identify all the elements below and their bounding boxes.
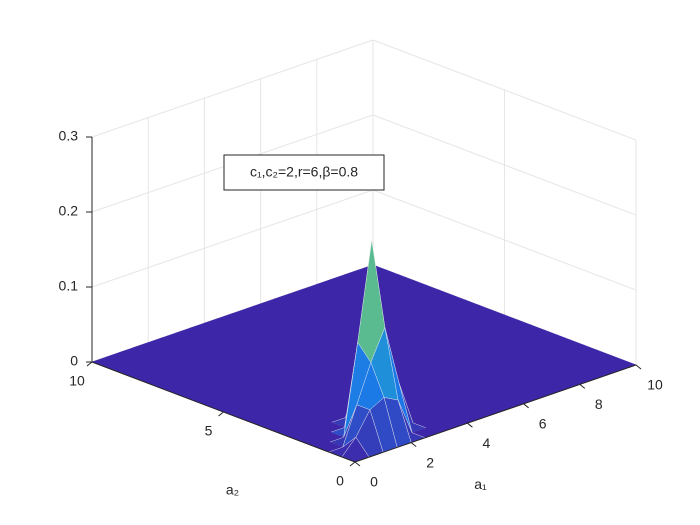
x-tick-label: 6	[539, 416, 547, 432]
grid-line	[91, 39, 374, 138]
z-tick-label: 0.1	[59, 278, 79, 294]
z-tick-label: 0.2	[59, 203, 79, 219]
x-tick-label: 10	[647, 377, 663, 393]
x-tick-label: 2	[426, 454, 434, 470]
z-tick-label: 0.3	[59, 128, 79, 144]
grid-line	[91, 189, 374, 288]
axis-line	[354, 364, 637, 463]
tick-mark	[86, 361, 93, 367]
y-tick-label: 10	[69, 373, 85, 389]
annotation: c₁,c₂=2,r=6,β=0.8	[250, 164, 358, 180]
y-axis-label: a₂	[226, 482, 239, 498]
surface	[91, 240, 637, 463]
x-tick-label: 4	[483, 435, 491, 451]
tick-mark	[523, 403, 529, 409]
tick-mark	[354, 461, 361, 467]
grid-line	[372, 189, 637, 291]
z-tick-label: 0	[70, 353, 78, 369]
grid-line	[372, 114, 637, 216]
tick-mark	[467, 422, 473, 428]
tick-mark	[218, 411, 224, 417]
y-tick-label: 0	[336, 473, 344, 489]
x-tick-label: 8	[595, 396, 603, 412]
x-axis-label: a₁	[474, 476, 487, 492]
axes: 0 2 4 6 8 10 0 5 10 0 0.1 0.2 0.3 a₁ a₂	[59, 128, 663, 498]
annotation-box	[223, 154, 385, 191]
tick-mark	[349, 461, 356, 467]
tick-mark	[579, 384, 586, 389]
grid-line	[372, 39, 637, 141]
y-tick-label: 5	[205, 423, 213, 439]
tick-mark	[410, 442, 417, 447]
tick-mark	[635, 364, 642, 370]
x-tick-label: 0	[370, 474, 378, 490]
